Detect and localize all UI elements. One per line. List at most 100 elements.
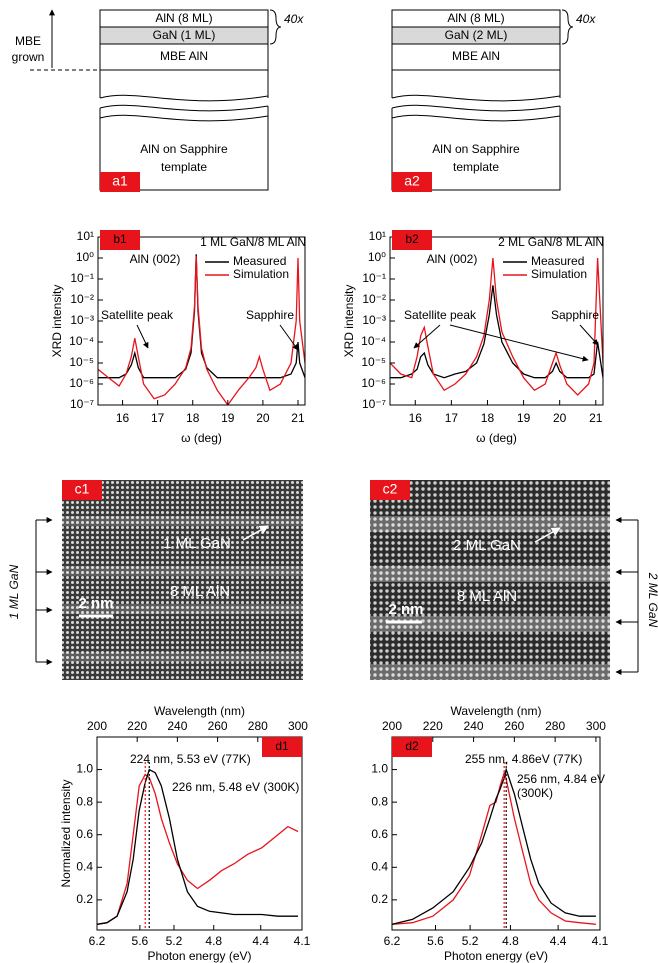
x-tick-label: 240 — [464, 719, 484, 733]
y-tick-label: 10⁻⁶ — [361, 376, 386, 390]
x-tick-label: 220 — [127, 719, 147, 733]
panel-label-box — [100, 172, 140, 192]
tem-lattice — [62, 480, 303, 680]
x2-tick-label: 4.4 — [550, 934, 567, 948]
tem-band — [370, 516, 610, 532]
x2-tick-label: 4.1 — [592, 934, 609, 948]
tem-annotation: 8 ML AlN — [457, 588, 517, 605]
tem-band — [62, 604, 303, 614]
tem-band — [370, 664, 610, 680]
y-tick-label: 10⁻² — [362, 292, 386, 306]
panel-label: a2 — [404, 173, 420, 189]
series-line — [392, 770, 596, 925]
annotation-arrow — [579, 324, 599, 346]
side-label: MBE — [15, 34, 41, 48]
tem-image-c1: c1 1 ML GaN 8 ML AlN 2 nm 1 ML GaN — [7, 480, 303, 680]
scale-bar-label: 2 nm — [78, 595, 113, 612]
x-tick-label: 300 — [586, 719, 606, 733]
panel-label-box — [370, 480, 410, 500]
x2-tick-label: 6.2 — [89, 934, 106, 948]
x-tick-label: 260 — [504, 719, 524, 733]
annotation-arrow — [413, 324, 441, 349]
x-tick-label: 280 — [248, 719, 268, 733]
tem-image-c2: c2 2 ML GaN 8 ML AlN 2 nm 2 ML GaN — [370, 480, 658, 680]
x-tick-label: 19 — [517, 411, 531, 425]
x2-tick-label: 4.8 — [502, 934, 519, 948]
tem-annotation: 2 ML GaN — [453, 537, 521, 554]
legend-label: Measured — [531, 254, 584, 268]
x-axis-title: ω (deg) — [476, 431, 517, 445]
layer-label: GaN (2 ML) — [445, 28, 508, 42]
y-tick-label: 0.4 — [76, 859, 93, 873]
plot-frame — [96, 736, 303, 931]
y-tick-label: 0.8 — [76, 794, 93, 808]
break-outline — [99, 70, 269, 191]
panel-label: a1 — [112, 173, 128, 189]
y-tick-label: 10⁻⁵ — [69, 355, 94, 369]
y-tick-label: 0.8 — [371, 794, 388, 808]
y-tick-label: 10¹ — [369, 229, 386, 243]
x-tick-label: 16 — [116, 411, 130, 425]
panel-label: b1 — [113, 232, 127, 246]
x-axis-title: Wavelength (nm) — [154, 704, 245, 718]
y-tick-label: 0.6 — [76, 827, 93, 841]
y-tick-label: 0.4 — [371, 859, 388, 873]
scale-bar-label: 2 nm — [388, 601, 423, 618]
y-tick-label: 10⁻¹ — [70, 271, 94, 285]
layer-label: MBE AlN — [160, 49, 208, 63]
y-tick-label: 10⁻⁴ — [361, 334, 386, 348]
y-tick-label: 10⁻⁷ — [362, 397, 386, 411]
x2-tick-label: 5.2 — [462, 934, 479, 948]
x-tick-label: 16 — [409, 411, 423, 425]
x-tick-label: 200 — [87, 719, 107, 733]
chart: 0.2 0.4 0.6 0.8 1.0 200 220 240 260 280 300 6.2 5.6 5… — [371, 704, 608, 963]
layer — [391, 43, 561, 71]
x2-tick-label: 4.1 — [294, 934, 311, 948]
panel-label: d1 — [275, 739, 289, 753]
y-tick-label: 10⁻³ — [362, 313, 386, 327]
series-line — [98, 256, 305, 405]
series-line — [392, 767, 596, 925]
x-tick-label: 21 — [589, 411, 603, 425]
layer-label: AlN (8 ML) — [447, 11, 504, 25]
x-tick-label: 240 — [167, 719, 187, 733]
series-line — [97, 768, 298, 925]
x-tick-label: 19 — [221, 411, 235, 425]
annotation: Sapphire — [246, 308, 294, 322]
x-tick-label: 200 — [382, 719, 402, 733]
x2-tick-label: 4.8 — [205, 934, 222, 948]
y-tick-label: 10⁻⁷ — [70, 397, 94, 411]
panel-label-box — [62, 480, 102, 500]
y-tick-label: 1.0 — [76, 762, 93, 776]
x-tick-label: 20 — [553, 411, 567, 425]
layer-label: MBE AlN — [452, 49, 500, 63]
substrate-label: AlN on Sapphire — [432, 142, 520, 156]
x2-tick-label: 5.6 — [427, 934, 444, 948]
y-tick-label: 10⁻¹ — [362, 271, 386, 285]
tem-annotation: 1 ML GaN — [163, 535, 231, 552]
annotation: 255 nm, 4.86eV (77K) — [465, 752, 582, 766]
chart-title: 1 ML GaN/8 ML AlN — [200, 235, 306, 249]
panel-label: b2 — [405, 232, 419, 246]
series-line — [390, 285, 603, 379]
chart-title: 2 ML GaN/8 ML AlN — [498, 235, 604, 249]
legend-label: Measured — [233, 254, 286, 268]
y-axis-title: XRD intensity — [342, 285, 356, 358]
series-line — [390, 257, 603, 396]
break-outline — [391, 70, 561, 191]
chart: 10¹ 10⁰ 10⁻¹ 10⁻² 10⁻³ 10⁻⁴ 10⁻⁵ 10⁻⁶ 10⁻⁷ 16 17 18… — [50, 229, 306, 445]
x-tick-label: 280 — [545, 719, 565, 733]
brace — [561, 9, 574, 45]
layer-label: GaN (1 ML) — [153, 28, 216, 42]
x-axis-title: Wavelength (nm) — [451, 704, 542, 718]
y-axis-title: Normalized intensity — [59, 779, 73, 887]
x-tick-label: 20 — [256, 411, 270, 425]
y-tick-label: 10⁻² — [70, 292, 94, 306]
repeat-label: 40x — [284, 12, 304, 26]
tem-band — [62, 516, 303, 526]
plot-frame — [391, 736, 601, 931]
substrate-label: AlN on Sapphire — [140, 142, 228, 156]
